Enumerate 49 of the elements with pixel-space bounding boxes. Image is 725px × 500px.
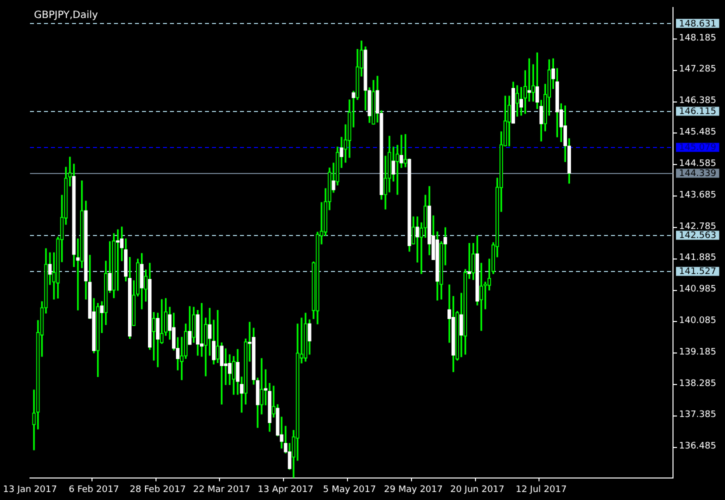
y-tick-label: 145.485 xyxy=(679,128,716,138)
y-tick-label: 144.585 xyxy=(679,158,716,169)
candlestick xyxy=(471,242,476,280)
candlestick xyxy=(308,319,312,355)
candlestick xyxy=(216,310,220,364)
x-tick-label: 13 Apr 2017 xyxy=(258,484,314,495)
candlestick xyxy=(96,303,100,377)
y-tick-label: 137.385 xyxy=(679,410,716,420)
candlestick xyxy=(80,180,84,268)
x-tick-label: 28 Feb 2017 xyxy=(130,484,186,495)
ref-line-label: 141.527 xyxy=(679,267,716,278)
ref-line-label: 146.115 xyxy=(679,107,716,118)
candlestick xyxy=(527,58,532,102)
ref-line-label: 144.339 xyxy=(679,169,716,180)
candlestick xyxy=(400,134,404,168)
y-tick-label: 148.185 xyxy=(679,33,716,44)
candlestick xyxy=(424,194,428,238)
candlestick xyxy=(408,158,412,252)
x-tick-label: 5 May 2017 xyxy=(323,484,376,495)
candlestick xyxy=(152,312,156,361)
candlestick xyxy=(232,356,236,395)
x-tick-label: 22 Mar 2017 xyxy=(193,484,250,495)
y-tick-label: 146.385 xyxy=(679,96,716,106)
y-tick-label: 141.885 xyxy=(679,253,716,264)
y-tick-label: 142.785 xyxy=(679,222,716,232)
chart-title: GBPJPY,Daily xyxy=(34,10,98,21)
x-tick-label: 12 Jul 2017 xyxy=(516,484,567,495)
candlestick xyxy=(140,253,144,310)
candlestick xyxy=(372,80,376,125)
candlestick xyxy=(452,296,456,372)
y-tick-label: 143.685 xyxy=(679,190,716,200)
y-tick-label: 139.185 xyxy=(679,347,716,358)
y-tick-label: 138.285 xyxy=(679,378,716,389)
candlestick xyxy=(304,312,308,362)
ref-line-label: 148.631 xyxy=(679,19,716,30)
candlestick xyxy=(436,231,440,301)
candlestick xyxy=(112,233,116,298)
x-tick-label: 13 Jan 2017 xyxy=(3,484,57,495)
candlestick xyxy=(192,306,196,343)
candlestick xyxy=(272,386,276,418)
y-tick-label: 147.285 xyxy=(679,64,716,75)
y-tick-label: 140.985 xyxy=(679,284,716,295)
x-tick-label: 6 Feb 2017 xyxy=(68,484,120,495)
x-tick-label: 29 May 2017 xyxy=(384,484,443,495)
ref-line-label: 142.563 xyxy=(679,231,716,242)
y-tick-label: 136.485 xyxy=(679,442,716,452)
y-tick-label: 140.085 xyxy=(679,316,716,326)
x-tick-label: 20 Jun 2017 xyxy=(450,484,504,495)
ref-line-label: 145.079 xyxy=(679,143,716,154)
